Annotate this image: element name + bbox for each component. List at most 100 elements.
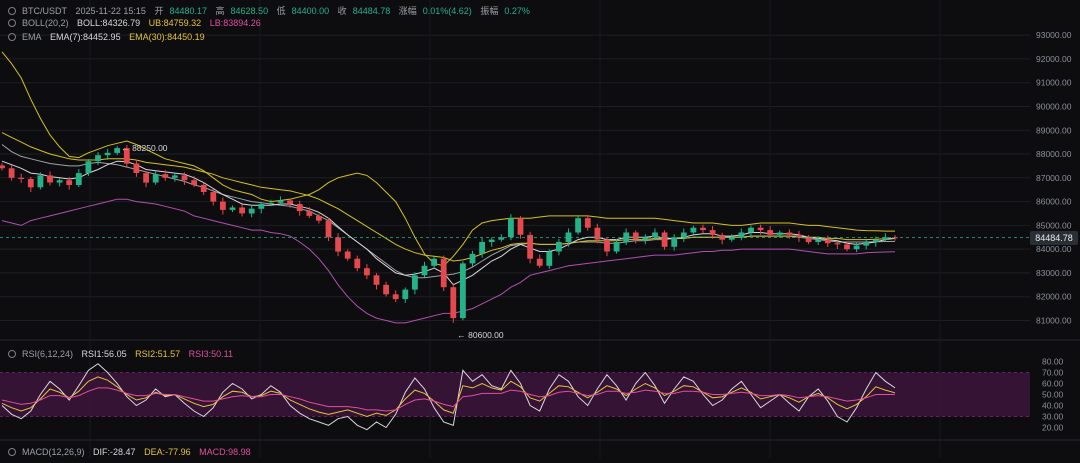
rsi-tick-label: 80.00 bbox=[1042, 357, 1064, 367]
candle-body bbox=[47, 175, 53, 183]
candle-body bbox=[584, 218, 591, 228]
y-tick-label: 93000.00 bbox=[1036, 30, 1072, 40]
candle-body bbox=[796, 234, 802, 238]
candle-body bbox=[824, 239, 831, 244]
candle-body bbox=[844, 244, 850, 250]
candle-body bbox=[95, 155, 101, 162]
y-tick-label: 92000.00 bbox=[1036, 54, 1072, 64]
candle-body bbox=[661, 232, 668, 247]
candle-body bbox=[191, 180, 197, 185]
candle-body bbox=[143, 173, 149, 183]
candle-body bbox=[508, 218, 514, 238]
candle-body bbox=[748, 227, 754, 233]
change-label: 涨幅 bbox=[398, 6, 417, 16]
candle-body bbox=[556, 242, 562, 252]
macd-legend: MACD(12,26,9) DIF:-28.47 DEA:-77.96 MACD… bbox=[8, 447, 257, 457]
candle-body bbox=[565, 232, 572, 242]
symbol: BTC/USDT bbox=[22, 6, 67, 16]
y-tick-label: 85000.00 bbox=[1036, 220, 1072, 230]
eye-icon[interactable] bbox=[8, 33, 16, 41]
low-value: 84400.00 bbox=[291, 6, 330, 16]
low-label: 低 bbox=[276, 6, 286, 16]
boll-ub: UB:84759.32 bbox=[148, 18, 202, 28]
candle-body bbox=[402, 289, 409, 300]
candle-body bbox=[383, 284, 389, 295]
candle-body bbox=[248, 208, 255, 214]
candle-body bbox=[709, 230, 716, 235]
boll-lower-line bbox=[1, 198, 896, 324]
rsi-tick-label: 50.00 bbox=[1042, 390, 1064, 400]
candle-body bbox=[642, 237, 649, 240]
candle-body bbox=[210, 192, 217, 202]
candle-body bbox=[392, 294, 399, 300]
candle-body bbox=[594, 227, 601, 240]
candle-body bbox=[172, 175, 178, 178]
candle-body bbox=[152, 174, 159, 183]
candle-body bbox=[882, 237, 889, 240]
candle-body bbox=[85, 161, 92, 174]
high-label: 高 bbox=[215, 6, 225, 16]
candle-body bbox=[258, 204, 265, 209]
y-tick-label: 90000.00 bbox=[1036, 101, 1072, 111]
candle-body bbox=[56, 180, 63, 183]
candle-body bbox=[277, 200, 284, 203]
rsi-tick-label: 40.00 bbox=[1042, 401, 1064, 411]
candle-body bbox=[114, 148, 121, 153]
rsi-tick-label: 20.00 bbox=[1042, 423, 1064, 433]
candle-body bbox=[181, 175, 188, 181]
high-annotation: ← 88250.00 bbox=[121, 143, 168, 153]
eye-icon[interactable] bbox=[8, 448, 16, 456]
settings-icon[interactable] bbox=[8, 7, 16, 15]
candle-body bbox=[325, 220, 332, 238]
candle-body bbox=[652, 232, 658, 238]
rsi-name[interactable]: RSI(6,12,24) bbox=[22, 349, 74, 359]
candle-body bbox=[306, 211, 313, 216]
candle-body bbox=[440, 258, 447, 288]
candle-body bbox=[8, 168, 15, 178]
eye-icon[interactable] bbox=[8, 19, 16, 27]
candle-body bbox=[680, 232, 687, 238]
boll-mid: BOLL:84326.79 bbox=[77, 18, 141, 28]
rsi-tick-label: 70.00 bbox=[1042, 368, 1064, 378]
change-value: 0.01%(4.62) bbox=[422, 6, 472, 16]
candle-body bbox=[104, 152, 111, 156]
ema-name[interactable]: EMA bbox=[22, 32, 42, 42]
amplitude-label: 振幅 bbox=[480, 6, 499, 16]
candle-body bbox=[488, 239, 495, 242]
rsi-series-2 bbox=[1, 376, 896, 418]
boll-legend: BOLL(20,2) BOLL:84326.79 UB:84759.32 LB:… bbox=[8, 18, 267, 28]
candle-body bbox=[268, 202, 274, 204]
candle-body bbox=[450, 287, 457, 319]
eye-icon[interactable] bbox=[8, 350, 16, 358]
candle-body bbox=[133, 163, 140, 173]
rsi-series-3 bbox=[1, 387, 896, 412]
close-value: 84484.78 bbox=[352, 6, 391, 16]
ema7-line bbox=[1, 160, 896, 286]
candle-body bbox=[498, 237, 505, 240]
rsi3-value: RSI3:50.11 bbox=[188, 349, 234, 359]
candle-body bbox=[75, 173, 82, 185]
candle-body bbox=[517, 218, 524, 235]
candle-body bbox=[66, 180, 73, 185]
macd-dea: DEA:-77.96 bbox=[144, 447, 191, 457]
candle-body bbox=[460, 263, 466, 319]
candle-body bbox=[863, 242, 870, 246]
candle-body bbox=[690, 227, 697, 233]
y-tick-label: 88000.00 bbox=[1036, 149, 1072, 159]
y-tick-label: 82000.00 bbox=[1036, 292, 1072, 302]
candle-body bbox=[287, 200, 293, 204]
macd-name[interactable]: MACD(12,26,9) bbox=[22, 447, 85, 457]
rsi1-value: RSI1:56.05 bbox=[81, 349, 127, 359]
candle-body bbox=[479, 242, 485, 254]
candle-body bbox=[546, 251, 553, 266]
candle-body bbox=[296, 204, 303, 212]
open-value: 84480.17 bbox=[169, 6, 207, 16]
candle-body bbox=[162, 174, 169, 178]
boll-name[interactable]: BOLL(20,2) bbox=[22, 18, 69, 28]
candle-body bbox=[200, 184, 207, 192]
candle-body bbox=[536, 258, 543, 266]
candle-body bbox=[123, 148, 130, 164]
macd-dif: DIF:-28.47 bbox=[93, 447, 136, 457]
candle-body bbox=[354, 258, 361, 269]
